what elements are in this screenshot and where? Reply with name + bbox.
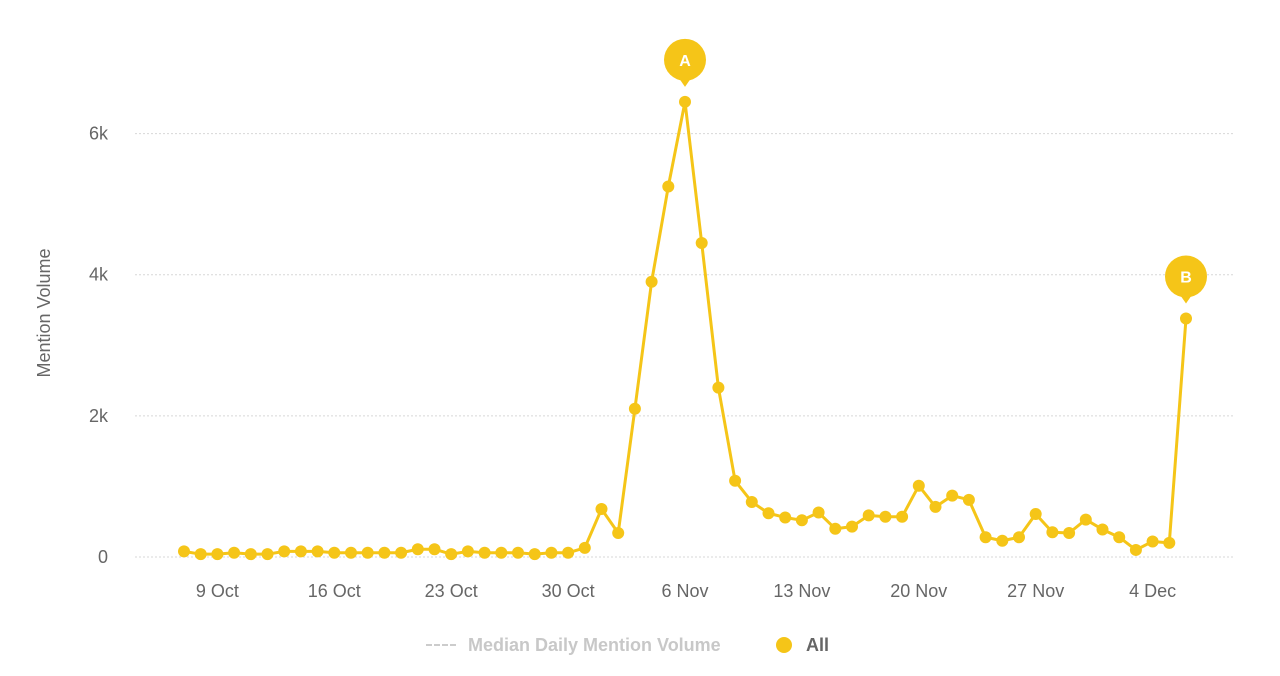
data-point[interactable]: [846, 520, 858, 533]
data-point[interactable]: [812, 506, 825, 519]
legend-item-all[interactable]: All: [776, 628, 829, 662]
data-point[interactable]: [879, 510, 892, 523]
data-point[interactable]: [244, 548, 257, 561]
x-tick-label: 13 Nov: [773, 581, 830, 601]
data-point[interactable]: [1029, 507, 1042, 520]
event-marker-label: A: [679, 53, 691, 70]
data-point[interactable]: [345, 546, 357, 559]
data-point[interactable]: [1180, 312, 1192, 325]
data-point[interactable]: [328, 546, 341, 559]
data-point[interactable]: [1113, 531, 1126, 544]
dot-icon: [776, 637, 792, 653]
data-point[interactable]: [645, 275, 658, 288]
x-tick-label: 20 Nov: [890, 581, 947, 601]
x-tick-label: 9 Oct: [196, 581, 239, 601]
data-point[interactable]: [729, 474, 742, 487]
data-point[interactable]: [996, 534, 1009, 547]
x-tick-label: 30 Oct: [542, 581, 595, 601]
data-point[interactable]: [745, 495, 758, 508]
mention-volume-chart: 0 2k 4k 6k 9 Oct 16 Oct 23 Oct 30 Oct 6 Nov 13 N…: [34, 38, 1235, 601]
data-point[interactable]: [1096, 523, 1109, 536]
data-point[interactable]: [411, 543, 424, 556]
data-point[interactable]: [946, 489, 959, 502]
data-point[interactable]: [679, 95, 691, 108]
data-point[interactable]: [1063, 527, 1076, 540]
data-point[interactable]: [228, 546, 241, 559]
y-tick-label: 0: [98, 547, 108, 567]
data-point[interactable]: [445, 548, 458, 561]
y-tick-label: 4k: [89, 265, 109, 285]
data-point[interactable]: [695, 236, 708, 249]
data-point[interactable]: [912, 479, 925, 492]
y-tick-label: 2k: [89, 406, 109, 426]
data-point[interactable]: [261, 548, 274, 561]
y-axis-label: Mention Volume: [34, 248, 54, 377]
data-point[interactable]: [612, 527, 625, 540]
data-point[interactable]: [1079, 513, 1092, 526]
data-point[interactable]: [461, 545, 474, 558]
data-point[interactable]: [929, 500, 942, 513]
gridlines: [135, 133, 1235, 558]
data-point[interactable]: [578, 541, 591, 554]
data-point[interactable]: [896, 510, 909, 523]
y-axis-ticks: 0 2k 4k 6k: [89, 124, 109, 567]
data-point[interactable]: [512, 546, 524, 559]
data-point[interactable]: [294, 545, 307, 558]
data-point[interactable]: [712, 381, 725, 394]
event-markers: AB: [664, 38, 1207, 304]
legend: Median Daily Mention Volume All: [0, 628, 1280, 662]
data-point[interactable]: [1013, 531, 1025, 544]
legend-item-median[interactable]: Median Daily Mention Volume: [426, 628, 721, 662]
event-marker-a[interactable]: A: [664, 38, 706, 87]
legend-label-median: Median Daily Mention Volume: [468, 634, 721, 655]
x-tick-label: 4 Dec: [1129, 581, 1176, 601]
data-point[interactable]: [795, 514, 808, 527]
x-tick-label: 6 Nov: [661, 581, 708, 601]
data-point[interactable]: [478, 546, 491, 559]
data-point[interactable]: [311, 545, 324, 558]
data-point[interactable]: [545, 546, 558, 559]
data-point[interactable]: [862, 509, 875, 522]
legend-label-all: All: [806, 634, 830, 655]
data-point[interactable]: [595, 503, 608, 516]
data-point[interactable]: [1146, 535, 1159, 548]
data-point[interactable]: [395, 546, 408, 559]
data-point[interactable]: [962, 493, 975, 506]
data-point[interactable]: [378, 546, 391, 559]
data-point[interactable]: [495, 546, 508, 559]
data-point[interactable]: [762, 507, 775, 520]
event-marker-b[interactable]: B: [1165, 255, 1207, 304]
x-axis-ticks: 9 Oct 16 Oct 23 Oct 30 Oct 6 Nov 13 Nov 20 Nov…: [196, 581, 1176, 601]
data-point[interactable]: [211, 548, 224, 561]
data-point[interactable]: [1129, 543, 1142, 556]
data-point[interactable]: [1163, 536, 1176, 549]
x-tick-label: 16 Oct: [308, 581, 361, 601]
data-point[interactable]: [979, 531, 992, 544]
data-point[interactable]: [528, 548, 541, 561]
data-point[interactable]: [628, 402, 641, 415]
x-tick-label: 27 Nov: [1007, 581, 1064, 601]
y-tick-label: 6k: [89, 124, 109, 144]
data-point[interactable]: [829, 522, 842, 535]
data-point[interactable]: [562, 546, 575, 559]
series-all: [178, 95, 1192, 561]
data-point[interactable]: [1046, 526, 1059, 539]
event-marker-label: B: [1180, 269, 1192, 286]
series-line: [183, 100, 1188, 556]
x-tick-label: 23 Oct: [425, 581, 478, 601]
data-point[interactable]: [361, 546, 374, 559]
data-point[interactable]: [428, 543, 441, 556]
data-point[interactable]: [178, 545, 190, 558]
dashed-line-icon: [426, 644, 456, 646]
data-point[interactable]: [662, 180, 675, 193]
data-point[interactable]: [779, 511, 792, 524]
data-point[interactable]: [194, 548, 207, 561]
data-point[interactable]: [278, 545, 291, 558]
